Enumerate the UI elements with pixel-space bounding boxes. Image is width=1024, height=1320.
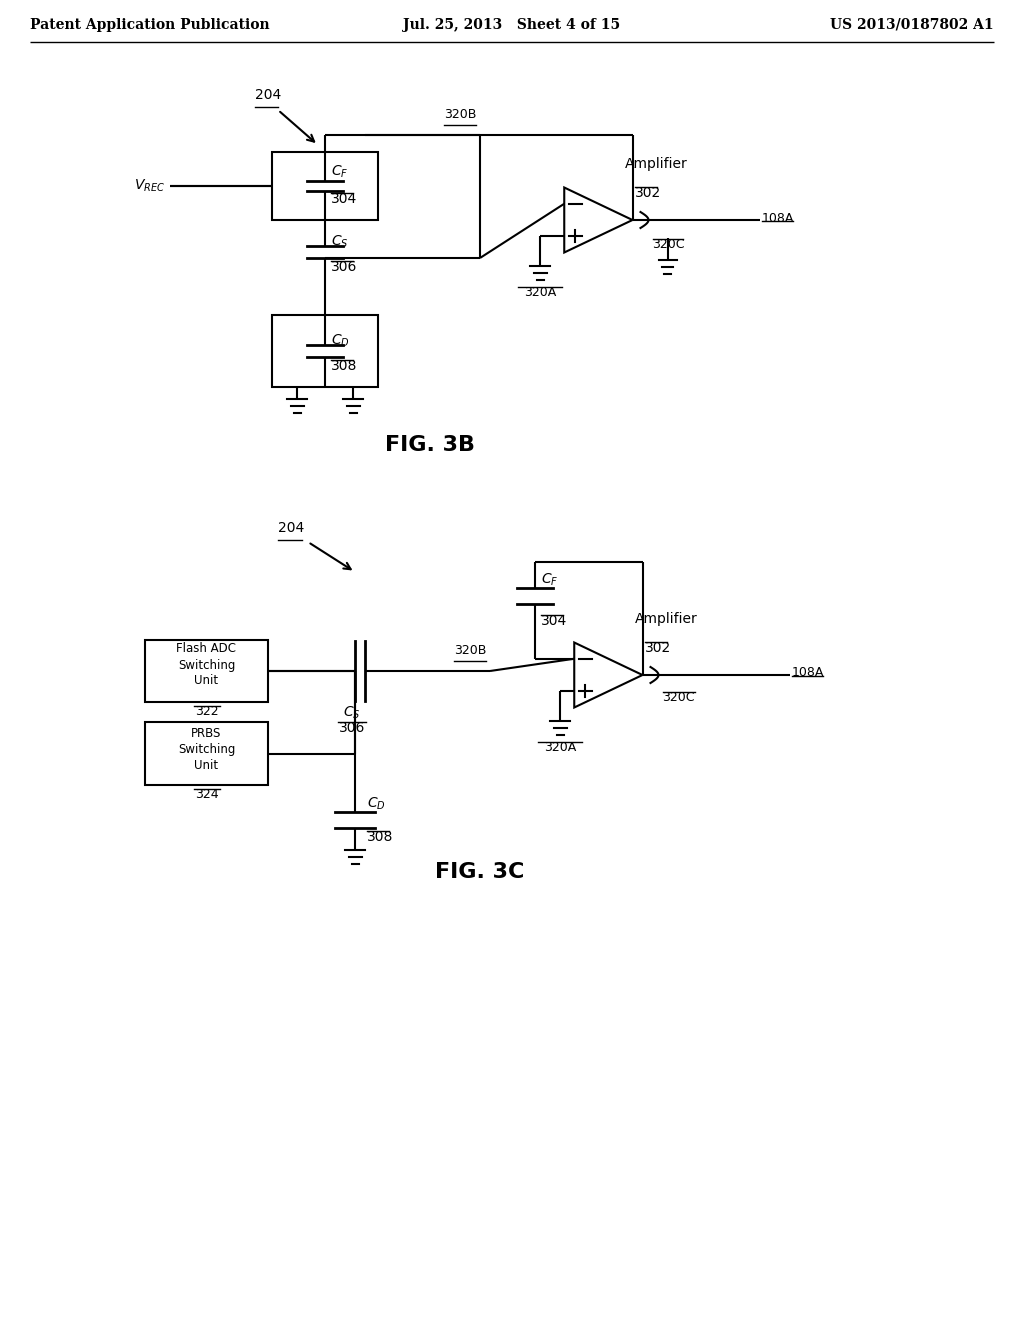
Text: 306: 306	[339, 721, 366, 735]
Text: $C_S$: $C_S$	[343, 705, 360, 722]
Bar	[272, 315, 378, 387]
Text: 108A: 108A	[762, 211, 795, 224]
Text: US 2013/0187802 A1: US 2013/0187802 A1	[830, 18, 994, 32]
Text: 308: 308	[331, 359, 357, 374]
Text: FIG. 3C: FIG. 3C	[435, 862, 524, 882]
Text: 306: 306	[331, 260, 357, 275]
Text: 308: 308	[367, 830, 393, 843]
Text: 304: 304	[331, 191, 357, 206]
Text: Flash ADC
Switching
Unit: Flash ADC Switching Unit	[176, 643, 237, 688]
Text: 320A: 320A	[524, 286, 556, 300]
Text: Patent Application Publication: Patent Application Publication	[30, 18, 269, 32]
Text: Jul. 25, 2013   Sheet 4 of 15: Jul. 25, 2013 Sheet 4 of 15	[403, 18, 621, 32]
Text: $C_F$: $C_F$	[541, 572, 558, 587]
Text: 204: 204	[255, 88, 282, 102]
Text: $C_D$: $C_D$	[367, 796, 386, 812]
Text: $C_F$: $C_F$	[331, 164, 348, 181]
Text: 320B: 320B	[443, 108, 476, 121]
Text: $C_S$: $C_S$	[331, 234, 348, 251]
Bar	[145, 722, 268, 785]
Text: $C_D$: $C_D$	[331, 333, 350, 350]
Text: Amplifier: Amplifier	[635, 612, 697, 626]
Text: $V_{REC}$: $V_{REC}$	[134, 178, 165, 194]
Text: 302: 302	[645, 642, 672, 655]
Text: PRBS
Switching
Unit: PRBS Switching Unit	[178, 727, 236, 772]
Text: FIG. 3B: FIG. 3B	[385, 436, 475, 455]
Text: 108A: 108A	[792, 667, 824, 680]
Text: 302: 302	[635, 186, 662, 201]
Text: 322: 322	[195, 705, 218, 718]
Bar	[272, 152, 378, 220]
Text: 320B: 320B	[454, 644, 486, 657]
Text: 324: 324	[195, 788, 218, 801]
Text: Amplifier: Amplifier	[625, 157, 688, 172]
Text: 204: 204	[278, 521, 304, 535]
Text: 320C: 320C	[663, 690, 695, 704]
Bar	[145, 640, 268, 702]
Text: 320C: 320C	[652, 238, 685, 251]
Text: 320A: 320A	[544, 742, 577, 754]
Text: 304: 304	[541, 614, 567, 628]
